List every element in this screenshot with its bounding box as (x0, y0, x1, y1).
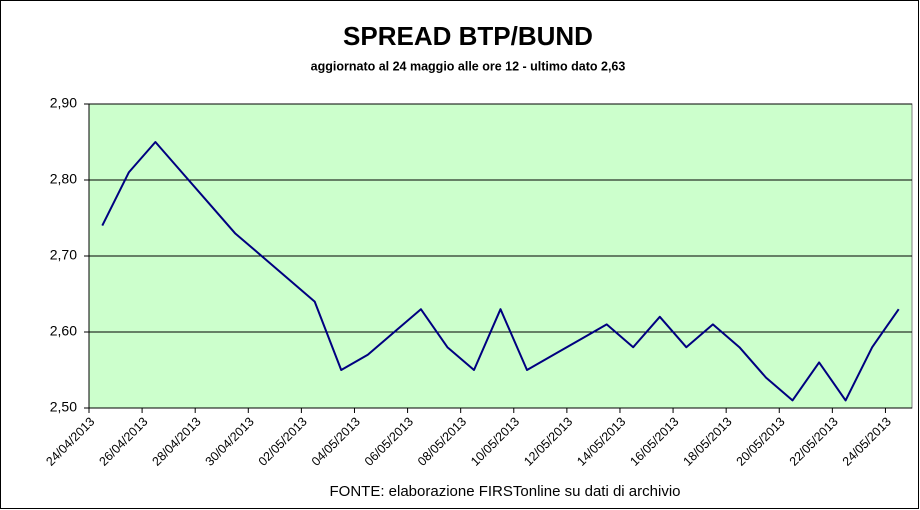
y-tick-label: 2,50 (50, 399, 77, 415)
source-note: FONTE: elaborazione FIRSTonline su dati … (330, 483, 681, 500)
chart-title: SPREAD BTP/BUND (343, 21, 593, 51)
y-tick-label: 2,70 (50, 247, 77, 263)
y-tick-label: 2,80 (50, 171, 77, 187)
data-line (101, 141, 900, 402)
y-tick-label: 2,60 (50, 323, 77, 339)
y-tick-label: 2,90 (50, 95, 77, 111)
chart-subtitle: aggiornato al 24 maggio alle ore 12 - ul… (311, 59, 626, 73)
